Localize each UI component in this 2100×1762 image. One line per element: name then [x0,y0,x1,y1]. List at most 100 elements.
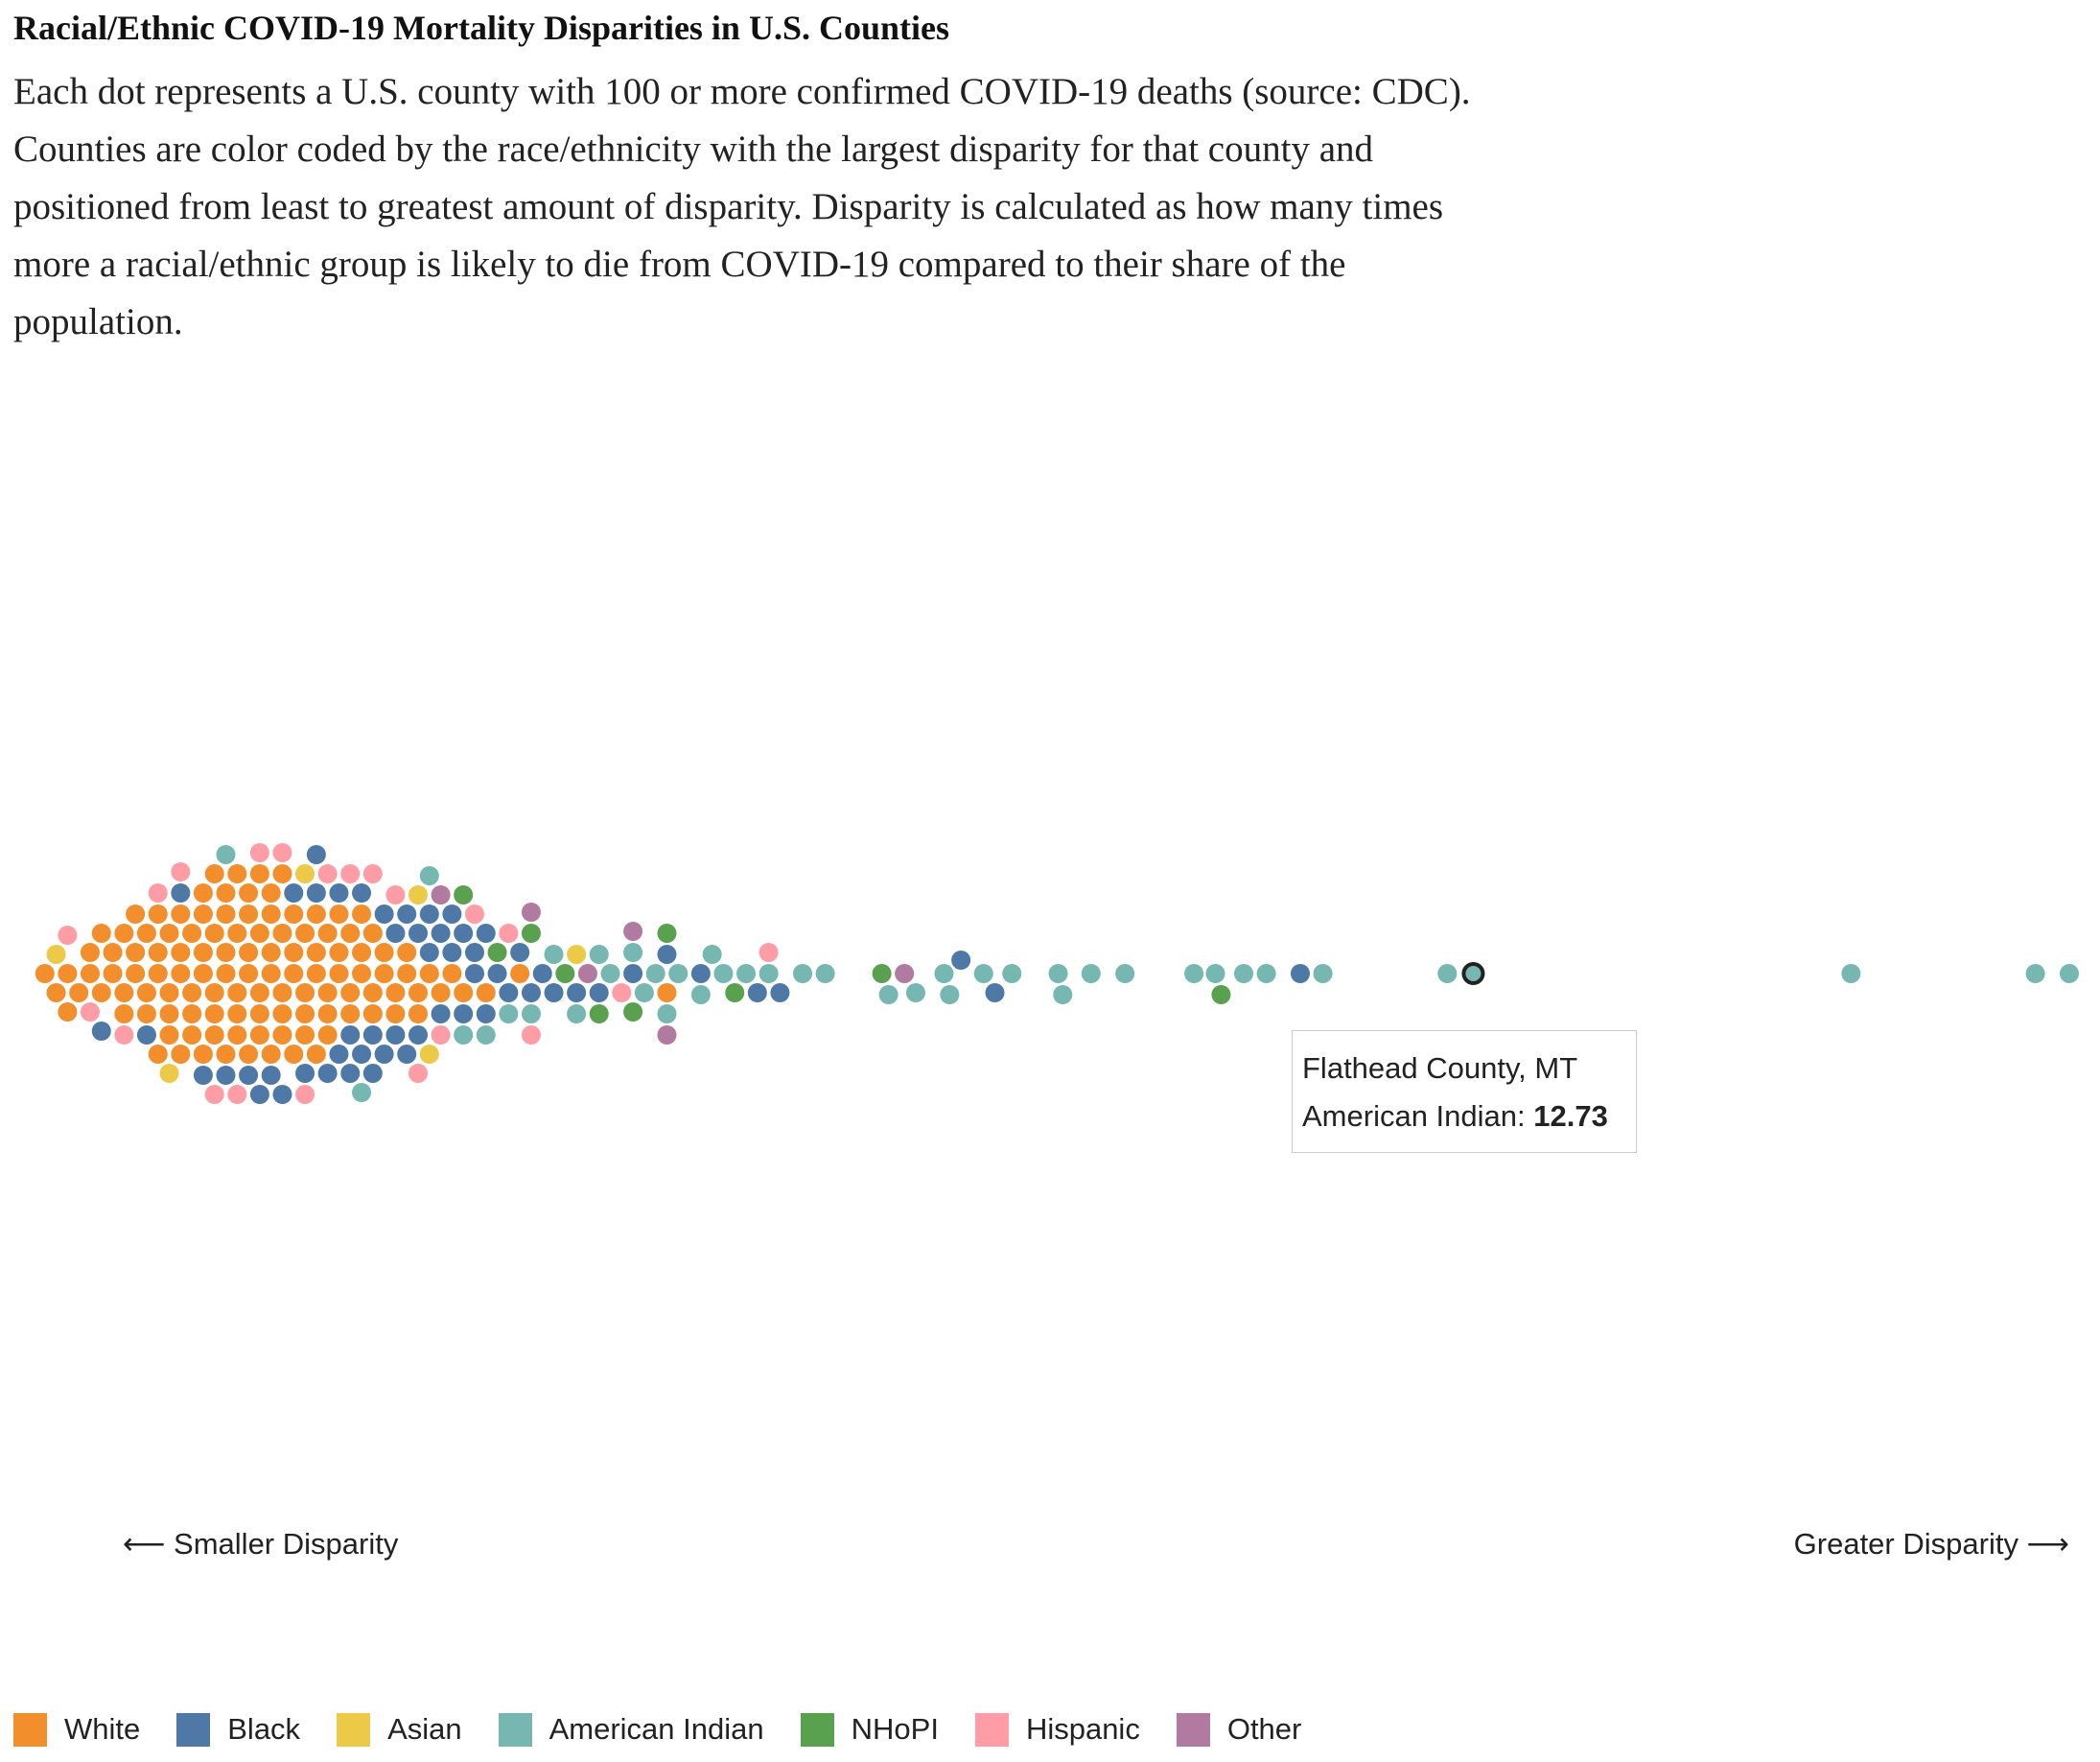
county-dot [80,964,100,983]
county-dot [397,904,417,924]
county-dot [408,924,429,943]
county-dot [261,943,281,962]
county-dot [317,1025,338,1045]
county-dot [408,885,429,904]
county-dot [985,983,1005,1002]
county-dot [340,864,361,883]
county-dot [171,904,191,924]
legend: White Black Asian American Indian NHoPI Hispa… [13,1712,1301,1747]
county-dot [476,1004,496,1023]
right-label: Greater Disparity ⟶ [1793,1527,2069,1561]
county-dot [261,904,281,924]
county-dot [2060,964,2079,983]
county-dot [295,1004,315,1023]
county-dot [239,1045,259,1064]
county-dot [204,924,224,943]
legend-item: White [13,1712,140,1747]
county-dot [1184,964,1204,983]
county-dot [634,983,654,1002]
county-dot [713,964,734,983]
legend-item: Hispanic [974,1712,1140,1747]
county-dot [103,964,123,983]
county-dot [397,943,417,962]
county-dot [182,924,202,943]
county-dot [182,1004,202,1023]
county-dot [362,1064,383,1083]
legend-swatch [1176,1712,1210,1747]
county-dot [464,943,484,962]
county-dot [204,1004,224,1023]
county-dot [385,924,406,943]
county-dot [91,983,111,1002]
county-dot [148,1045,168,1064]
legend-label: American Indian [548,1712,764,1746]
county-dot [623,964,643,983]
county-dot [306,904,326,924]
county-dot [204,864,224,883]
county-dot [295,1025,315,1045]
county-dot [352,943,372,962]
county-dot [272,1085,292,1104]
county-dot [770,983,790,1002]
county-dot [374,904,394,924]
county-dot [306,883,326,903]
county-dot [521,1004,541,1023]
county-dot [148,883,168,903]
county-dot [80,1002,100,1022]
county-dot [329,1045,349,1064]
county-dot [499,924,519,943]
tooltip: Flathead County, MT American Indian: 12.… [1292,1030,1637,1153]
county-dot [385,885,406,904]
county-dot [352,964,372,983]
county-dot [362,983,383,1002]
legend-label: Black [227,1712,301,1746]
county-dot [329,904,349,924]
county-dot [103,943,123,962]
left-label: ⟵ Smaller Disparity [123,1527,399,1561]
county-dot [272,843,292,862]
county-dot [374,943,394,962]
county-dot [544,945,564,964]
county-dot [340,924,361,943]
legend-label: Other [1226,1712,1302,1746]
chart-title: Racial/Ethnic COVID-19 Mortality Dispari… [13,9,949,47]
county-dot [431,983,451,1002]
county-dot [702,945,722,964]
county-dot [58,926,78,945]
legend-swatch [974,1712,1009,1747]
county-dot [227,924,247,943]
county-dot [261,1045,281,1064]
county-dot [895,964,915,983]
legend-label: Asian [387,1712,462,1746]
county-dot [261,883,281,903]
county-dot [623,922,643,941]
county-dot [657,945,677,964]
county-dot [35,964,55,983]
county-dot [340,1025,361,1045]
county-dot [454,1025,474,1045]
county-dot [306,964,326,983]
county-dot [940,985,960,1004]
county-dot [295,1085,315,1104]
county-dot [216,883,236,903]
county-dot [295,864,315,883]
legend-item: American Indian [498,1712,764,1747]
county-dot [193,883,213,903]
county-dot [171,964,191,983]
county-dot [193,964,213,983]
county-dot [544,983,564,1002]
county-dot [521,924,541,943]
county-dot [476,983,496,1002]
county-dot [758,964,779,983]
county-dot [317,983,338,1002]
county-dot [555,964,575,983]
county-dot [58,1002,78,1022]
county-dot [589,983,609,1002]
county-dot [261,964,281,983]
legend-swatch [337,1712,371,1747]
county-dot [623,943,643,962]
county-dot [442,904,462,924]
county-dot [193,1045,213,1064]
county-dot [249,1025,269,1045]
